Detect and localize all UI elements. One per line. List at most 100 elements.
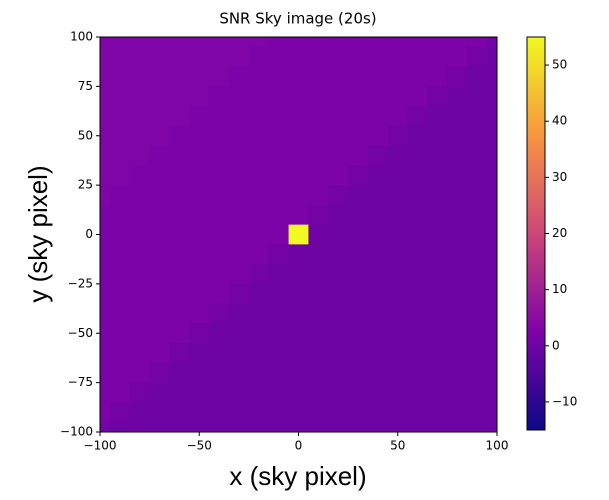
- heatmap-cell: [388, 106, 408, 126]
- heatmap-cell: [308, 165, 328, 185]
- heatmap-cell: [249, 205, 269, 225]
- heatmap-cell: [269, 86, 289, 106]
- heatmap-cell: [209, 402, 229, 422]
- heatmap-cell: [348, 323, 368, 343]
- heatmap-cell: [249, 264, 269, 284]
- heatmap-cell: [249, 67, 269, 87]
- heatmap-cell: [368, 304, 388, 324]
- heatmap-cell: [269, 47, 289, 67]
- heatmap-cell: [110, 244, 130, 264]
- heatmap-cell: [150, 106, 170, 126]
- heatmap-cell: [428, 264, 448, 284]
- heatmap-cell: [150, 264, 170, 284]
- heatmap-cell: [328, 402, 348, 422]
- heatmap-cell: [110, 363, 130, 383]
- x-tick-label: 50: [390, 439, 405, 453]
- heatmap-cell: [388, 244, 408, 264]
- heatmap-cell: [150, 363, 170, 383]
- heatmap-cell: [428, 244, 448, 264]
- heatmap-cell: [447, 106, 467, 126]
- heatmap-cell: [130, 146, 150, 166]
- heatmap-cell: [189, 264, 209, 284]
- heatmap-cell: [447, 185, 467, 205]
- heatmap-cell: [328, 165, 348, 185]
- heatmap-cell: [150, 383, 170, 403]
- heatmap-cell: [408, 363, 428, 383]
- heatmap-cell: [169, 225, 189, 245]
- heatmap-cell: [249, 165, 269, 185]
- heatmap-cell: [249, 47, 269, 67]
- y-tick-label: −75: [68, 375, 93, 389]
- heatmap-cell: [249, 343, 269, 363]
- heatmap-cell: [150, 343, 170, 363]
- heatmap-cell: [428, 185, 448, 205]
- heatmap-cell: [368, 146, 388, 166]
- heatmap-cell: [169, 185, 189, 205]
- heatmap-cell: [169, 363, 189, 383]
- heatmap-cell: [249, 86, 269, 106]
- heatmap-cell: [467, 205, 487, 225]
- heatmap-cell: [150, 47, 170, 67]
- heatmap-cell: [447, 264, 467, 284]
- heatmap-cell: [209, 185, 229, 205]
- heatmap-cell: [447, 205, 467, 225]
- heatmap-cell: [447, 244, 467, 264]
- heatmap-cell: [408, 146, 428, 166]
- heatmap-cell: [249, 106, 269, 126]
- heatmap-cell: [110, 185, 130, 205]
- heatmap-cell: [328, 86, 348, 106]
- heatmap-cell: [408, 343, 428, 363]
- heatmap-cell: [269, 343, 289, 363]
- heatmap-cell: [428, 146, 448, 166]
- heatmap-cell: [209, 47, 229, 67]
- heatmap-cell: [348, 244, 368, 264]
- heatmap-cell: [169, 383, 189, 403]
- heatmap-cell: [110, 284, 130, 304]
- heatmap-cell: [249, 244, 269, 264]
- heatmap-cell: [308, 383, 328, 403]
- heatmap-cell: [388, 126, 408, 146]
- heatmap-cell: [110, 146, 130, 166]
- heatmap-cell: [229, 284, 249, 304]
- heatmap-cell: [229, 126, 249, 146]
- heatmap-cell: [289, 264, 309, 284]
- heatmap-cell: [189, 225, 209, 245]
- heatmap-cell: [209, 67, 229, 87]
- heatmap-cell: [249, 126, 269, 146]
- heatmap-cell: [249, 383, 269, 403]
- heatmap-cell: [269, 244, 289, 264]
- heatmap-cell: [209, 383, 229, 403]
- heatmap-cell: [408, 205, 428, 225]
- heatmap-cell: [150, 165, 170, 185]
- x-axis-label: x (sky pixel): [229, 461, 366, 491]
- colorbar: [527, 37, 545, 430]
- heatmap-cell: [110, 402, 130, 422]
- heatmap-cell: [150, 205, 170, 225]
- heatmap-cell: [388, 284, 408, 304]
- heatmap-cell: [169, 284, 189, 304]
- heatmap-cell: [169, 304, 189, 324]
- heatmap-cell: [189, 363, 209, 383]
- heatmap-cell: [368, 67, 388, 87]
- heatmap-cell: [189, 304, 209, 324]
- heatmap-cell: [408, 47, 428, 67]
- heatmap-cell: [289, 86, 309, 106]
- heatmap-cell: [388, 185, 408, 205]
- heatmap-cell: [328, 67, 348, 87]
- heatmap-cell: [308, 323, 328, 343]
- y-tick-label: 25: [78, 178, 93, 192]
- heatmap-cell: [428, 205, 448, 225]
- heatmap-cell: [408, 106, 428, 126]
- heatmap: [90, 27, 507, 442]
- heatmap-cell: [408, 264, 428, 284]
- heatmap-cell: [368, 185, 388, 205]
- heatmap-cell: [467, 402, 487, 422]
- heatmap-cell: [169, 146, 189, 166]
- heatmap-cell: [189, 185, 209, 205]
- heatmap-cell: [467, 284, 487, 304]
- heatmap-cell: [169, 323, 189, 343]
- heatmap-cell: [229, 225, 249, 245]
- heatmap-cell: [328, 343, 348, 363]
- heatmap-cell: [209, 284, 229, 304]
- heatmap-cell: [229, 323, 249, 343]
